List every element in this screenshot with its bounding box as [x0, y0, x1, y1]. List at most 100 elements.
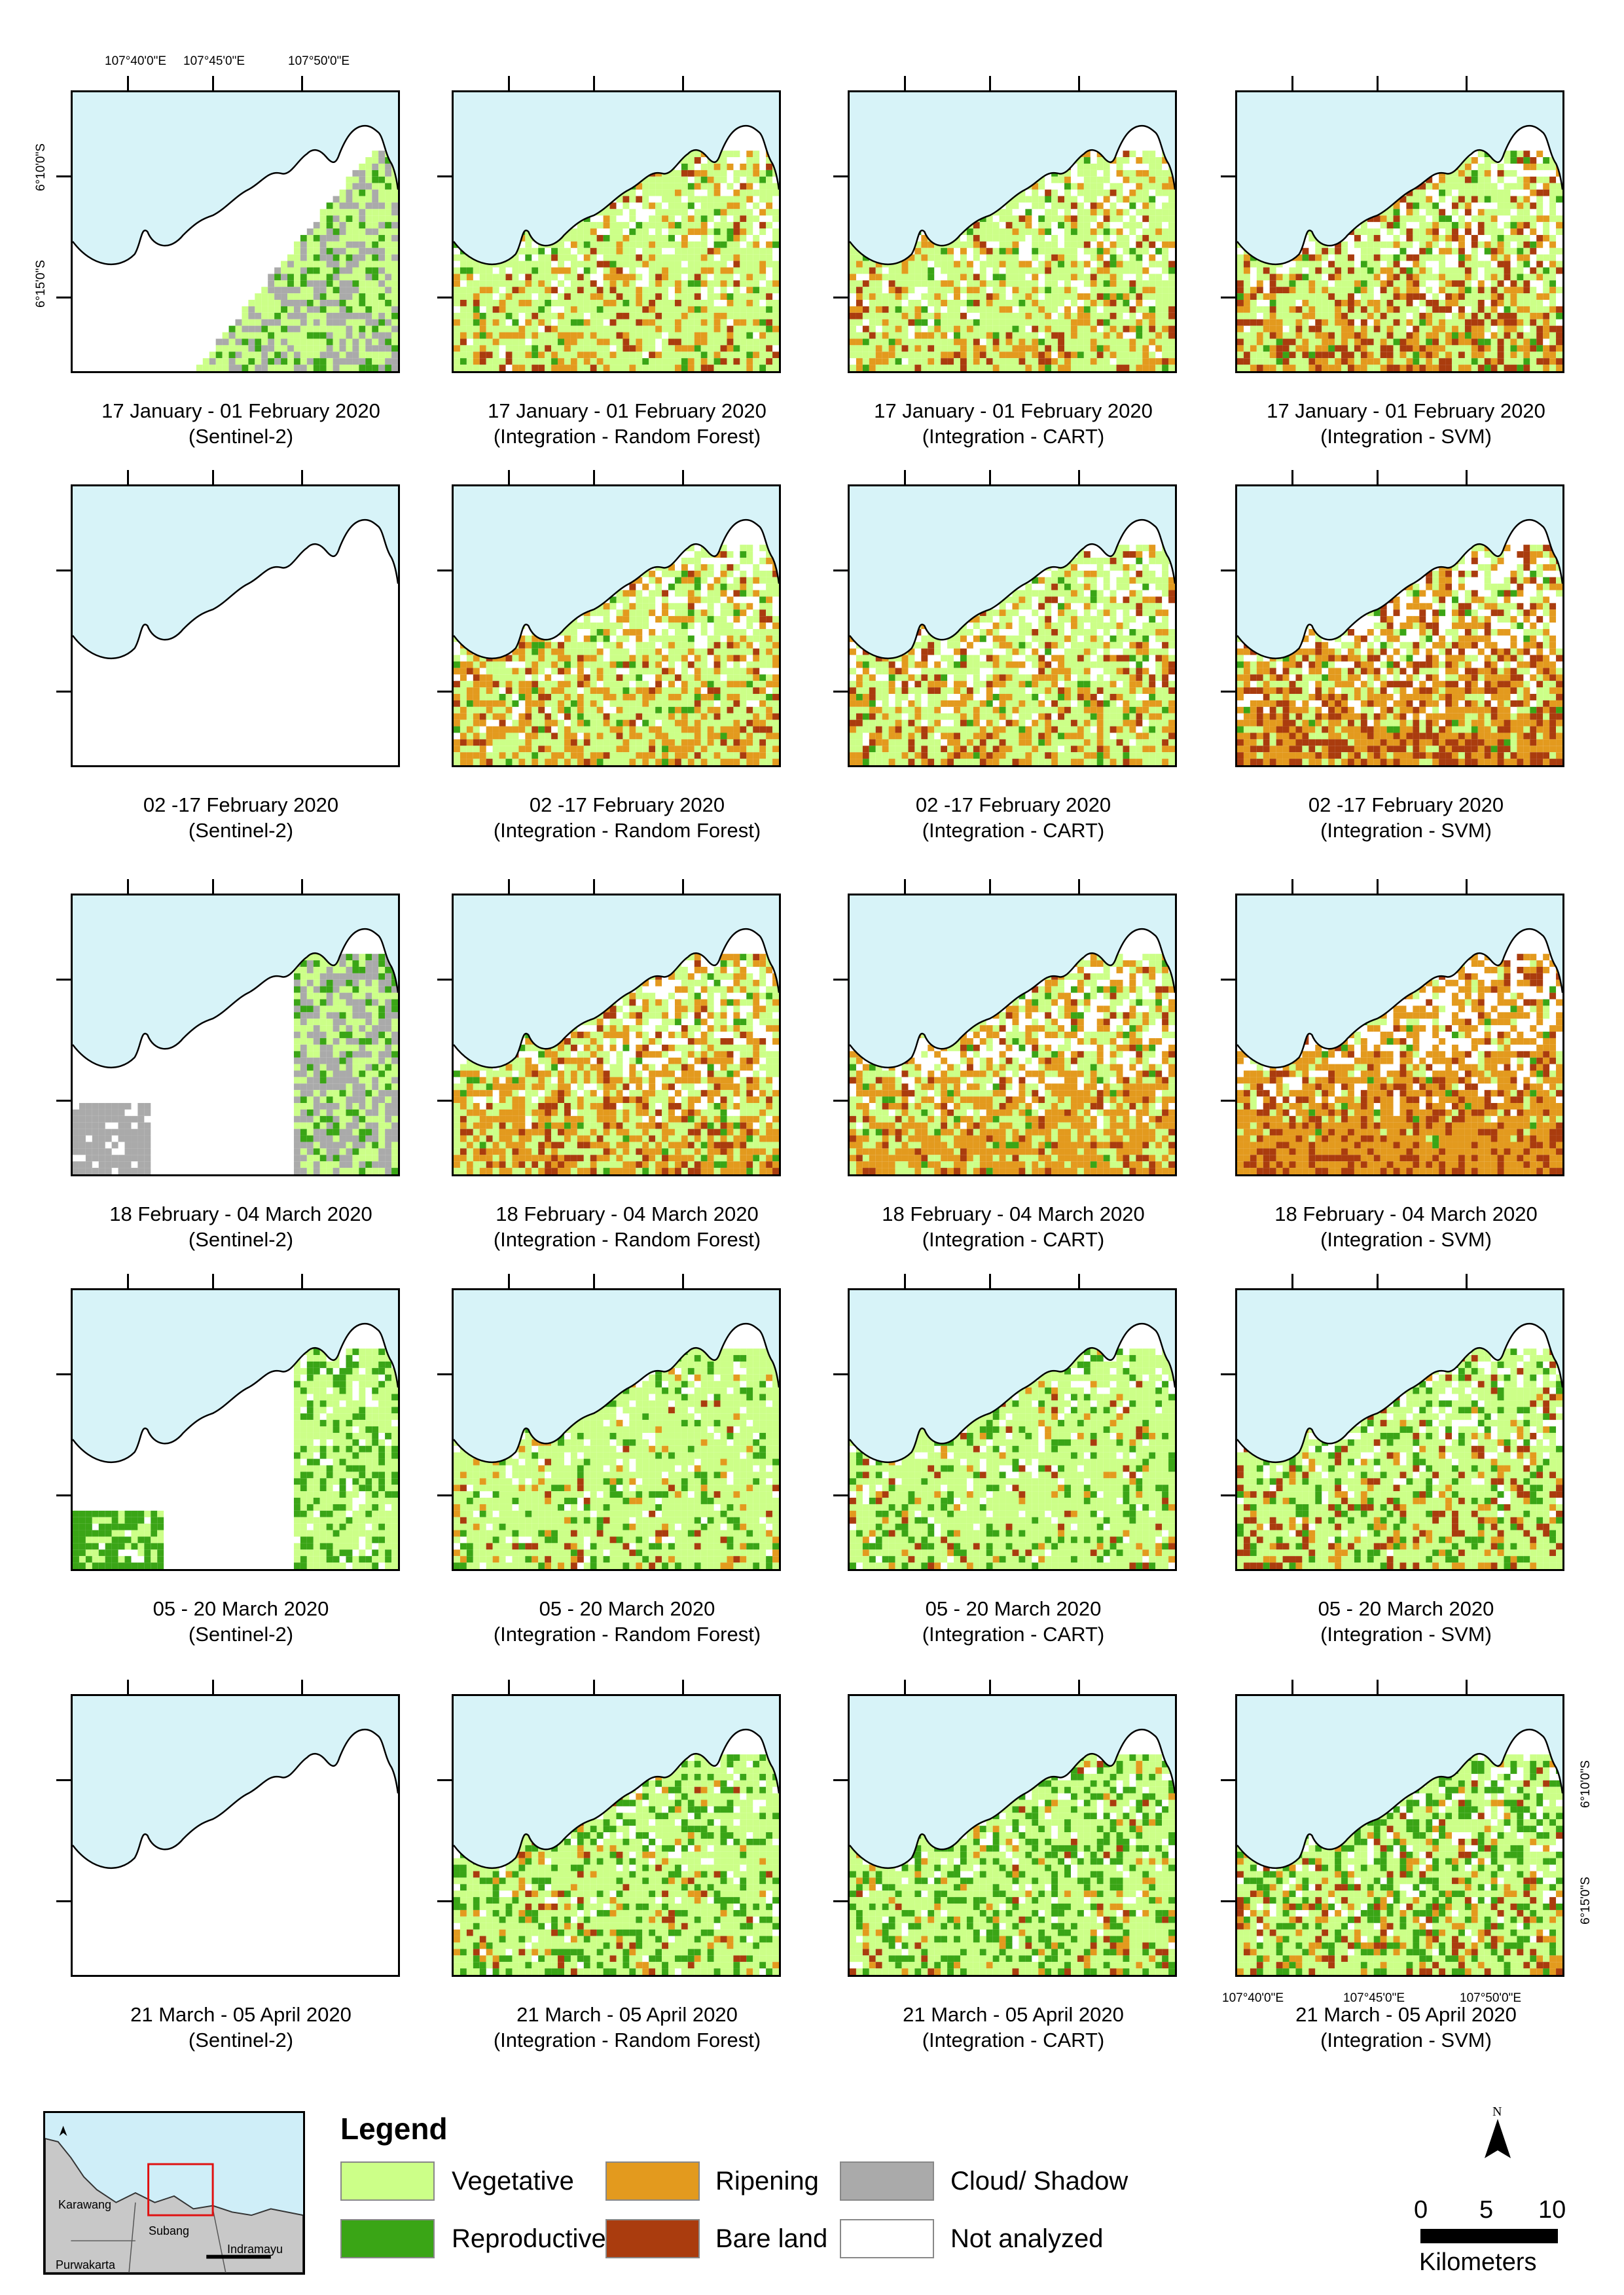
class-pixel	[1250, 338, 1257, 346]
class-pixel	[609, 267, 617, 274]
class-pixel	[1439, 254, 1446, 261]
class-pixel	[727, 241, 734, 248]
class-pixel	[1077, 306, 1084, 313]
class-pixel	[1162, 365, 1169, 371]
class-pixel	[707, 196, 714, 203]
class-pixel	[545, 352, 552, 359]
class-pixel	[1077, 319, 1084, 326]
class-pixel	[1530, 228, 1537, 235]
class-pixel	[1419, 358, 1426, 365]
class-pixel	[960, 332, 967, 339]
class-pixel	[1360, 261, 1367, 268]
class-pixel	[512, 345, 519, 352]
class-pixel	[1243, 300, 1250, 306]
class-pixel	[772, 267, 779, 274]
class-pixel	[1110, 241, 1117, 248]
frame-tick	[301, 470, 304, 484]
class-pixel	[538, 306, 545, 313]
class-pixel	[1142, 176, 1149, 183]
class-pixel	[1155, 306, 1163, 313]
class-pixel	[1530, 222, 1537, 229]
class-pixel	[1419, 241, 1426, 248]
class-pixel	[293, 274, 300, 281]
class-pixel	[700, 241, 708, 248]
class-pixel	[1484, 241, 1491, 248]
class-pixel	[352, 319, 359, 326]
class-pixel	[242, 319, 249, 326]
class-pixel	[1439, 338, 1446, 346]
class-pixel	[359, 170, 366, 177]
class-pixel	[1005, 325, 1013, 333]
class-pixel	[313, 306, 320, 313]
class-pixel	[1347, 365, 1354, 371]
class-pixel	[1380, 306, 1387, 313]
class-pixel	[1510, 196, 1517, 203]
class-pixel	[281, 312, 288, 319]
class-pixel	[319, 274, 327, 281]
class-pixel	[339, 345, 346, 352]
class-pixel	[1051, 319, 1058, 326]
class-pixel	[713, 352, 721, 359]
class-pixel	[1426, 183, 1433, 190]
class-pixel	[1058, 338, 1065, 346]
class-pixel	[352, 261, 359, 268]
class-pixel	[1269, 267, 1276, 274]
class-pixel	[518, 306, 526, 313]
class-pixel	[1335, 274, 1342, 281]
class-pixel	[1543, 228, 1550, 235]
class-pixel	[261, 306, 268, 313]
class-pixel	[623, 365, 630, 371]
class-pixel	[707, 215, 714, 223]
class-pixel	[999, 241, 1006, 248]
class-pixel	[947, 345, 954, 352]
class-pixel	[979, 306, 986, 313]
class-pixel	[1452, 209, 1458, 216]
class-pixel	[1142, 358, 1149, 365]
class-pixel	[352, 196, 359, 203]
class-pixel	[306, 358, 314, 365]
class-pixel	[1142, 170, 1149, 177]
class-pixel	[235, 352, 242, 359]
class-pixel	[1315, 267, 1322, 274]
class-pixel	[300, 234, 307, 242]
class-pixel	[1510, 319, 1517, 326]
class-pixel	[1315, 338, 1322, 346]
class-pixel	[1243, 306, 1250, 313]
class-pixel	[720, 247, 727, 255]
class-pixel	[333, 222, 340, 229]
class-pixel	[359, 293, 366, 300]
class-pixel	[1464, 312, 1471, 319]
class-pixel	[1064, 338, 1071, 346]
class-pixel	[1517, 183, 1524, 190]
class-pixel	[999, 358, 1006, 365]
class-pixel	[1504, 183, 1511, 190]
map-panel-r1-c3	[848, 90, 1177, 373]
class-pixel	[596, 241, 604, 248]
class-pixel	[1162, 293, 1169, 300]
class-pixel	[512, 274, 519, 281]
class-pixel	[681, 189, 688, 196]
class-pixel	[1096, 274, 1104, 281]
class-pixel	[545, 261, 552, 268]
class-pixel	[674, 274, 681, 281]
class-pixel	[228, 345, 236, 352]
frame-tick	[212, 76, 215, 90]
class-pixel	[629, 215, 636, 223]
class-pixel	[1070, 352, 1077, 359]
class-pixel	[1439, 222, 1446, 229]
class-pixel	[1373, 254, 1380, 261]
class-pixel	[616, 332, 623, 339]
class-pixel	[1490, 345, 1498, 352]
class-pixel	[1096, 228, 1104, 235]
class-pixel	[1045, 241, 1052, 248]
class-pixel	[551, 267, 558, 274]
class-pixel	[1510, 306, 1517, 313]
class-pixel	[934, 365, 941, 371]
class-pixel	[1419, 312, 1426, 319]
class-pixel	[313, 241, 320, 248]
class-pixel	[365, 241, 372, 248]
class-pixel	[707, 365, 714, 371]
class-pixel	[947, 312, 954, 319]
class-pixel	[636, 338, 643, 346]
class-pixel	[1373, 228, 1380, 235]
